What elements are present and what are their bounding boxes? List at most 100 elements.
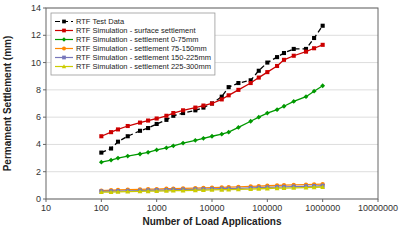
legend-label: RTF Test Data [76, 17, 125, 26]
series-point [321, 43, 325, 47]
series-point [210, 134, 215, 139]
y-tick-label: 10 [31, 58, 41, 68]
y-grid-line [46, 89, 378, 90]
series-line [101, 86, 322, 162]
series-point [282, 104, 287, 109]
series-point [312, 185, 317, 189]
series-point [116, 156, 121, 161]
series-point [164, 118, 168, 122]
series-point [164, 145, 169, 150]
series-point [171, 188, 175, 192]
y-tick-label: 2 [36, 167, 41, 177]
series-point [227, 93, 231, 97]
y-tick-label: 14 [31, 3, 41, 13]
series-point [181, 141, 186, 146]
series-point [181, 108, 185, 112]
series-point [201, 104, 205, 108]
series-point [210, 101, 214, 105]
series-point [138, 129, 142, 133]
series-point [201, 187, 205, 191]
series-point [248, 187, 253, 191]
series-point [210, 101, 214, 105]
series-point [181, 188, 185, 192]
series-point [265, 186, 270, 190]
y-tick-label: 12 [31, 30, 41, 40]
series-point [275, 64, 279, 68]
series-point [282, 51, 286, 55]
legend-marker [62, 47, 66, 51]
series-point [236, 125, 241, 130]
chart: 0246810121410100100010000100000100000010… [0, 0, 400, 229]
series-point [126, 134, 130, 138]
series-point [226, 130, 231, 135]
series-point [312, 36, 316, 40]
y-tick-label: 4 [36, 139, 41, 149]
series-point [146, 189, 151, 193]
series-point [249, 81, 253, 85]
series-point [265, 61, 269, 65]
series-point [291, 185, 296, 189]
series-point [116, 140, 120, 144]
legend-label: RTF Simulation - settlement 0-75mm [76, 35, 198, 44]
y-grid-line [46, 171, 378, 172]
series-point [164, 188, 169, 192]
series-point [275, 185, 279, 189]
series-point [257, 69, 261, 73]
x-axis-label: Number of Load Applications [142, 216, 282, 227]
series-point [220, 97, 224, 101]
series-point [155, 122, 159, 126]
series-point [236, 187, 241, 191]
series-point [154, 189, 159, 193]
legend-label: RTF Simulation - settlement 225-300mm [76, 62, 211, 71]
series-point [109, 189, 113, 193]
series-line [101, 186, 322, 192]
series-point [146, 126, 150, 130]
x-tick-label: 10000 [199, 203, 224, 213]
series-point [291, 99, 296, 104]
series-point [210, 187, 214, 191]
series-point [320, 83, 325, 88]
series-point [226, 187, 231, 191]
series-point [265, 70, 269, 74]
x-tick-label: 10 [41, 203, 51, 213]
plot-frame [46, 8, 378, 199]
series-point [99, 190, 104, 194]
series-point [109, 190, 114, 194]
series-point [171, 188, 176, 192]
legend: RTF Test DataRTF Simulation - surface se… [51, 13, 215, 75]
series-point [256, 186, 261, 190]
series-point [109, 158, 114, 163]
x-tick-label: 10000000 [358, 203, 398, 213]
series-point [109, 130, 113, 134]
series-point [236, 81, 240, 85]
series-point [99, 134, 103, 138]
series-point [304, 185, 309, 189]
series-point [257, 76, 261, 80]
series-point [275, 186, 280, 190]
series-point [125, 189, 130, 193]
legend-label: RTF Simulation - surface settlement [76, 26, 196, 35]
series-point [155, 116, 159, 120]
series-point [164, 114, 168, 118]
series-point [265, 185, 269, 189]
series-point [126, 124, 130, 128]
series-point [304, 94, 309, 99]
series-point [99, 189, 103, 193]
series-point [116, 189, 120, 193]
series-point [164, 188, 168, 192]
x-tick-label: 1000000 [305, 203, 340, 213]
series-line [101, 187, 322, 192]
series-point [193, 188, 198, 192]
x-tick-label: 100000 [252, 203, 282, 213]
series-point [292, 47, 296, 51]
legend-marker [62, 29, 66, 33]
series-point [126, 189, 130, 193]
series-point [257, 186, 261, 190]
plot-background [46, 8, 378, 199]
legend-label: RTF Simulation - settlement 75-150mm [76, 44, 207, 53]
series-point [116, 127, 120, 131]
series-point [125, 154, 130, 159]
series-point [138, 189, 142, 193]
series-point [312, 46, 316, 50]
y-tick-label: 8 [36, 85, 41, 95]
